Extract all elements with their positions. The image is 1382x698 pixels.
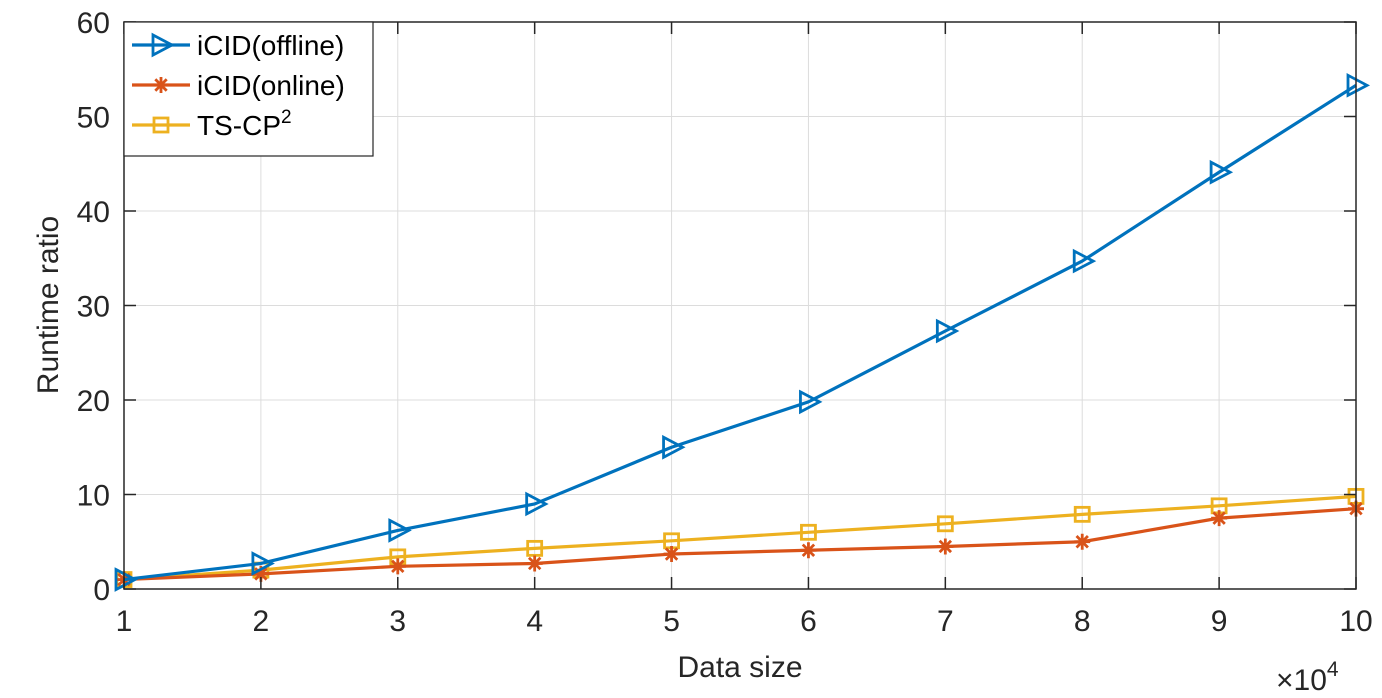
legend-marker: [153, 77, 169, 93]
legend-label-base: TS-CP: [197, 110, 281, 141]
data-point: [800, 523, 817, 541]
legend-label-base: iCID(offline): [197, 30, 344, 61]
legend-label: TS-CP2: [197, 107, 292, 141]
data-point: [526, 555, 543, 572]
y-axis-title: Runtime ratio: [32, 216, 65, 394]
y-tick-label: 30: [77, 291, 110, 324]
y-tick-label: 10: [77, 480, 110, 513]
x-tick-label: 9: [1211, 605, 1228, 638]
x-multiplier-base: ×10: [1276, 664, 1327, 697]
series-layer: [114, 72, 1371, 592]
series-line: [123, 83, 1357, 582]
data-point: [663, 546, 680, 563]
legend-entry-3: TS-CP2: [132, 107, 292, 141]
x-axis-multiplier: ×104: [1276, 658, 1339, 697]
x-tick-label: 2: [253, 605, 270, 638]
y-tick-label: 60: [77, 7, 110, 40]
data-point: [1211, 510, 1228, 527]
x-tick-label: 5: [663, 605, 680, 638]
x-tick-label: 8: [1074, 605, 1091, 638]
data-point: [525, 491, 549, 517]
x-tick-label: 4: [526, 605, 543, 638]
legend-label-base: iCID(online): [197, 70, 345, 101]
x-axis-title: Data size: [677, 651, 802, 684]
x-tick-label: 3: [389, 605, 406, 638]
legend-entry-1: iCID(offline): [132, 30, 344, 61]
x-tick-label: 7: [937, 605, 954, 638]
y-tick-label: 20: [77, 385, 110, 418]
y-tick-label: 50: [77, 102, 110, 135]
data-point: [800, 542, 817, 559]
data-point: [935, 318, 960, 344]
legend-label: iCID(online): [197, 70, 345, 101]
data-point: [936, 515, 954, 533]
data-point: [251, 551, 275, 576]
legend: iCID(offline) iCID(online) TS-CP2: [123, 21, 374, 157]
data-point: [1073, 505, 1091, 523]
data-point: [662, 434, 686, 460]
y-tick-label: 40: [77, 196, 110, 229]
series-2: [116, 500, 1364, 588]
y-tick-label: 0: [93, 574, 110, 607]
x-multiplier-exponent: 4: [1327, 658, 1339, 681]
legend-marker: [151, 32, 176, 58]
series-1: [114, 72, 1371, 592]
x-tick-label: 6: [800, 605, 817, 638]
data-point: [937, 538, 954, 555]
x-tick-label: 1: [116, 605, 133, 638]
data-point: [114, 567, 139, 592]
data-point: [252, 565, 269, 582]
data-point: [388, 518, 412, 543]
data-point: [1346, 72, 1371, 98]
legend-entry-2: iCID(online): [132, 70, 345, 101]
legend-label-superscript: 2: [281, 107, 292, 128]
data-point: [1074, 533, 1091, 550]
data-point: [389, 558, 406, 575]
data-point: [1209, 159, 1234, 185]
data-point: [799, 389, 823, 415]
data-point: [1072, 248, 1097, 274]
legend-label: iCID(offline): [197, 30, 344, 61]
legend-marker: [152, 116, 170, 134]
data-point: [526, 539, 544, 557]
x-tick-label: 10: [1339, 605, 1372, 638]
series-line: [123, 507, 1357, 582]
series-line: [123, 494, 1357, 582]
tick-labels: 1 2 3 4 5 6 7 8 9 10 0 10 20 30 40 50 60: [77, 7, 1373, 638]
